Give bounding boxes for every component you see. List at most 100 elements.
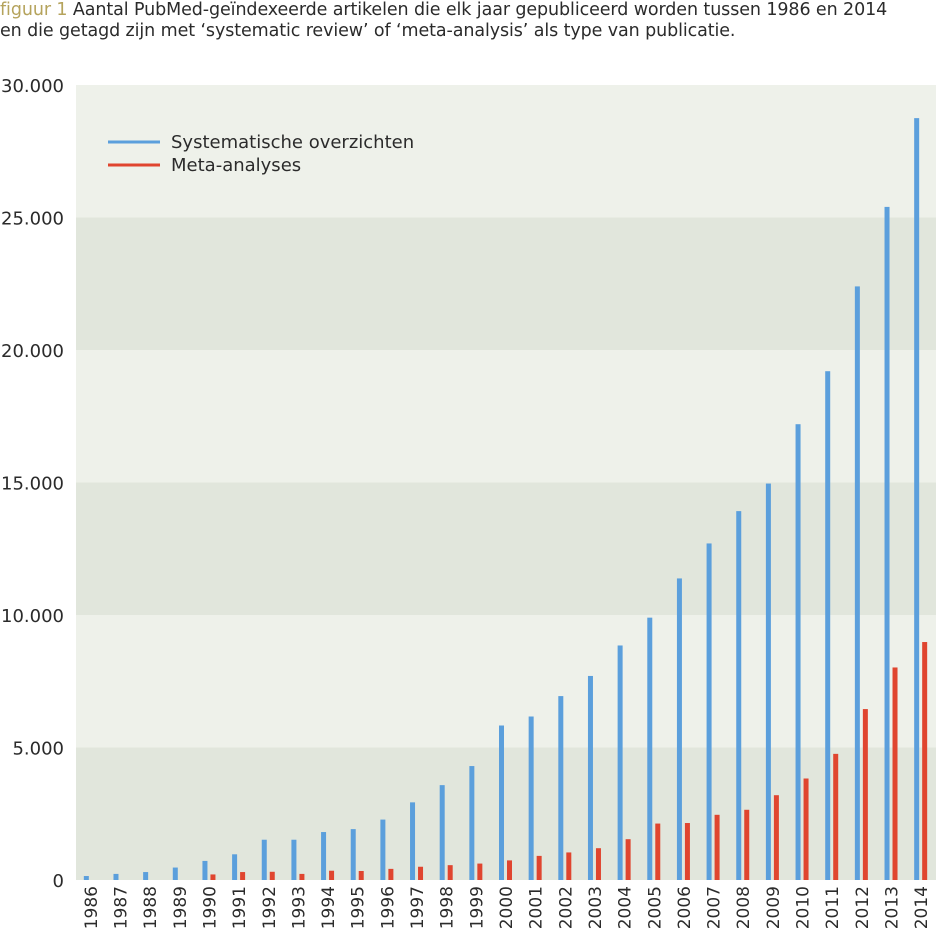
bar-meta-2004: [625, 839, 631, 880]
bar-meta-1996: [388, 868, 394, 880]
y-tick-label: 0: [53, 871, 64, 892]
x-tick-label: 1988: [141, 886, 161, 929]
x-tick-label: 1996: [378, 886, 398, 929]
bar-systematic-1995: [350, 829, 356, 880]
bar-systematic-2003: [587, 675, 593, 880]
x-tick-label: 2014: [912, 886, 932, 929]
legend-label: Systematische overzichten: [171, 132, 414, 153]
bar-systematic-2002: [558, 696, 564, 880]
caption-text-1: Aantal PubMed-geïndexeerde artikelen die…: [72, 0, 888, 20]
x-tick-label: 1994: [319, 886, 339, 929]
bar-meta-2013: [892, 667, 898, 880]
figure-label: figuur 1: [0, 0, 68, 20]
plot-band: [76, 217, 936, 350]
bar-systematic-1991: [232, 854, 238, 880]
x-tick-label: 2009: [764, 886, 784, 929]
bar-meta-2014: [922, 642, 928, 880]
x-tick-label: 2011: [823, 886, 843, 929]
caption-line-2: en die getagd zijn met ‘systematic revie…: [0, 21, 736, 41]
bar-meta-1992: [269, 871, 275, 880]
bar-meta-1997: [418, 866, 424, 880]
x-tick-label: 1993: [289, 886, 309, 929]
x-tick-label: 1995: [349, 886, 369, 929]
x-tick-label: 1990: [200, 886, 220, 929]
bar-systematic-1989: [172, 867, 178, 880]
bar-meta-1999: [477, 863, 483, 880]
bar-systematic-1996: [380, 819, 386, 880]
x-tick-label: 2007: [705, 886, 725, 929]
x-tick-label: 1991: [230, 886, 250, 929]
plot-band: [76, 85, 936, 218]
bar-meta-2006: [684, 823, 690, 880]
caption-line-1: figuur 1 Aantal PubMed-geïndexeerde arti…: [0, 0, 936, 21]
x-tick-label: 2013: [883, 886, 903, 929]
bar-meta-2012: [862, 709, 868, 880]
bar-systematic-1990: [202, 860, 208, 880]
bar-meta-2000: [507, 860, 512, 880]
x-tick-label: 1987: [111, 886, 131, 929]
x-tick-label: 2000: [497, 886, 517, 929]
bar-systematic-1992: [261, 839, 267, 880]
bar-meta-1994: [329, 870, 335, 880]
bar-meta-2001: [536, 855, 542, 880]
x-tick-label: 2002: [556, 886, 576, 929]
x-tick-label: 2008: [734, 886, 754, 929]
bars: [83, 118, 928, 880]
bar-systematic-2008: [736, 511, 742, 880]
x-tick-label: 2005: [645, 886, 665, 929]
bar-meta-2008: [744, 809, 750, 880]
x-tick-label: 1997: [408, 886, 428, 929]
bar-systematic-2010: [795, 424, 801, 880]
bar-meta-2007: [714, 814, 720, 880]
bar-systematic-1998: [439, 785, 445, 880]
plot-band: [76, 482, 936, 615]
x-tick-label: 1989: [171, 886, 191, 929]
y-tick-label: 20.000: [1, 341, 64, 362]
bar-meta-2009: [773, 795, 779, 880]
x-tick-label: 2012: [853, 886, 873, 929]
y-tick-label: 30.000: [1, 76, 64, 97]
x-tick-label: 2004: [616, 886, 636, 929]
bar-systematic-1987: [113, 873, 119, 880]
bar-systematic-2001: [528, 716, 534, 880]
bar-systematic-2007: [706, 543, 712, 880]
x-tick-label: 2010: [794, 886, 814, 929]
bar-systematic-2000: [499, 725, 504, 880]
bar-meta-2010: [803, 778, 809, 880]
bar-systematic-1993: [291, 839, 297, 880]
bar-meta-2003: [595, 848, 601, 880]
y-tick-label: 25.000: [1, 209, 64, 230]
bar-systematic-2012: [854, 286, 860, 880]
bar-systematic-1988: [143, 872, 149, 880]
figure-caption: figuur 1 Aantal PubMed-geïndexeerde arti…: [0, 0, 936, 42]
plot-background: [76, 85, 936, 880]
bar-meta-1993: [299, 873, 305, 880]
y-axis-ticks: 0 5.000 10.000 15.000 20.000 25.000 30.000: [1, 76, 64, 892]
y-tick-label: 10.000: [1, 606, 64, 627]
x-axis-ticks: 1986 1987 1988 1989 1990 1991 1992 1993 1994 1995…: [82, 886, 932, 929]
bar-systematic-1994: [321, 832, 327, 880]
plot-band: [76, 615, 936, 748]
x-tick-label: 1998: [438, 886, 458, 929]
bar-meta-2011: [833, 753, 839, 880]
x-tick-label: 2003: [586, 886, 606, 929]
bar-meta-1998: [447, 865, 453, 880]
x-tick-label: 1986: [82, 886, 102, 929]
bar-systematic-2005: [647, 617, 653, 880]
legend-label: Meta-analyses: [171, 155, 301, 176]
bar-systematic-2014: [914, 118, 920, 880]
plot-band: [76, 350, 936, 483]
bar-systematic-1986: [83, 876, 89, 880]
x-tick-label: 1992: [260, 886, 280, 929]
bar-systematic-2013: [884, 206, 890, 880]
bar-meta-1990: [210, 874, 216, 880]
plot-band: [76, 747, 936, 880]
bar-systematic-2004: [617, 645, 623, 880]
x-tick-label: 2001: [527, 886, 547, 929]
x-tick-label: 2006: [675, 886, 695, 929]
x-tick-label: 1999: [467, 886, 487, 929]
bar-meta-2002: [566, 852, 572, 880]
y-tick-label: 15.000: [1, 474, 64, 495]
